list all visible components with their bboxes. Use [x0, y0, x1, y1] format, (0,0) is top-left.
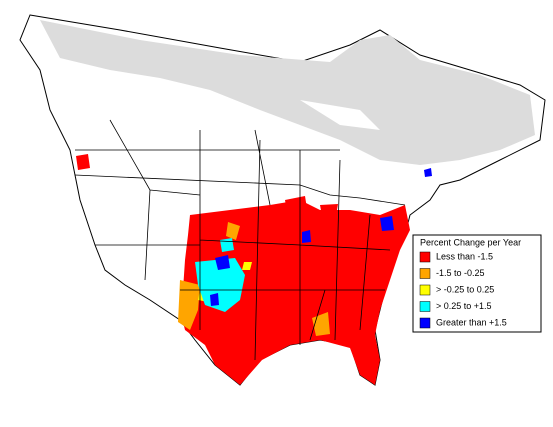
legend-swatch: [419, 251, 431, 263]
white-gap: [120, 75, 380, 130]
trend-decline: [180, 200, 410, 385]
legend-box: [412, 234, 542, 333]
legend-swatch: [419, 268, 431, 279]
legend-swatch: [419, 284, 431, 296]
state-borders: [74, 119, 406, 361]
trend-increase: [195, 238, 245, 312]
legend-swatch: [419, 301, 431, 312]
legend-swatch: [419, 317, 431, 329]
no-data-region: [40, 20, 535, 165]
legend-label: Less than -1.5: [436, 251, 493, 261]
legend-title: Percent Change per Year: [420, 237, 521, 247]
legend-label: Greater than +1.5: [436, 317, 507, 327]
legend-label: > 0.25 to +1.5: [436, 301, 492, 311]
legend-label: -1.5 to -0.25: [436, 268, 485, 278]
legend-label: > -0.25 to 0.25: [436, 284, 494, 294]
